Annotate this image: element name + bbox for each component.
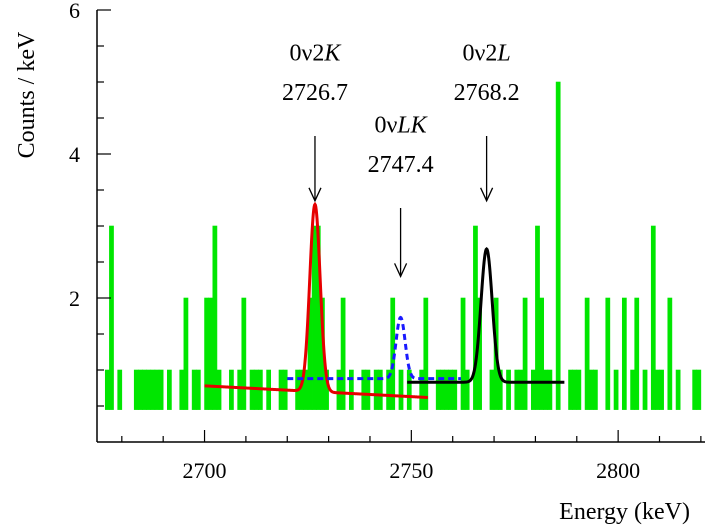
histogram-bin [204,297,209,410]
histogram-bin [104,369,110,410]
histogram-bin [208,297,214,410]
histogram-bin [167,369,172,410]
histogram-bin [117,369,123,410]
histogram-bin [473,225,478,410]
ann-0v2L: 0ν2L 2768.2 [454,40,520,203]
histogram-bin [423,297,429,410]
histogram-bin [419,369,425,410]
histogram-bin [568,369,573,410]
annotation-line1: 0νLK [374,112,428,138]
histogram-bin [158,369,164,410]
histogram-bin [361,369,367,410]
histogram-bin [146,369,152,410]
peak-annotations: 0ν2K 2726.7 0νLK 2747.4 0ν2L 2768.2 [282,40,520,278]
histogram-bin [109,225,114,410]
histogram-bin [336,369,342,410]
histogram-bin [373,369,379,410]
x-tick-label: 2750 [389,458,433,483]
histogram-bin [460,297,466,410]
histogram-bin [555,81,561,410]
histogram-bin [543,369,549,410]
histogram-bin [179,369,185,410]
y-axis-label: Counts / keV [14,31,40,158]
histogram-bin [195,369,201,410]
histogram-bin [464,369,470,410]
x-tick-label: 2700 [183,458,227,483]
histogram-bin [138,369,143,410]
histogram-bin [377,369,383,410]
arrow-head [393,263,408,278]
histogram-bin [588,369,594,410]
fit-curve-0v2K [204,201,428,399]
histogram-bin [692,369,698,410]
annotation-line1: 0ν2L [463,40,511,66]
ann-0vLK: 0νLK 2747.4 [368,112,434,278]
histogram-bin [634,297,640,410]
fit-curves [204,201,565,399]
histogram-bin [398,369,404,410]
annotation-line2: 2747.4 [368,152,434,178]
histogram-bin [452,369,458,410]
histogram-bin [696,369,702,410]
fit-curve-0v2L [407,247,565,384]
histogram-bin [522,297,528,410]
axis-ticks: 2700 2750 2800 2 4 6 [69,0,702,483]
arrow-head [480,187,494,203]
ann-0v2K: 0ν2K 2726.7 [282,40,348,203]
histogram-bin [584,297,590,410]
histogram-bin [406,369,412,410]
histogram-bin [183,297,189,410]
x-tick-label: 2800 [596,458,640,483]
histogram-bin [489,369,495,410]
histogram-bin [150,369,156,410]
histogram-bin [547,369,553,410]
histogram-bin [340,297,346,410]
histogram-bin [133,369,139,410]
histogram-bin [191,369,197,410]
histogram-bin [439,369,445,410]
histogram-bin [576,369,582,410]
histogram-bin [237,369,243,410]
histogram-bin [613,369,619,410]
histogram-bin [348,369,354,410]
histogram-bin [154,369,160,410]
histogram-bin [216,369,222,410]
histogram-bin [621,297,627,410]
histogram-bin [642,369,648,410]
histogram-bin [506,369,511,410]
annotation-line1: 0ν2K [290,40,343,66]
annotation-line2: 2768.2 [454,80,520,106]
y-tick-label: 2 [69,286,80,311]
histogram-bin [630,369,635,410]
histogram-bin [444,369,449,410]
histogram-bin [365,369,371,410]
histogram-bins [104,81,702,410]
histogram-bin [142,369,147,410]
histogram-bin [605,297,611,410]
histogram-bin [514,369,520,410]
histogram-bin [311,225,317,410]
histogram-bin [659,369,664,410]
histogram-bin [530,369,536,410]
histogram-bin [539,297,544,410]
histogram-bin [518,369,524,410]
histogram-bin [593,369,598,410]
histogram-bin [229,369,234,410]
histogram-bin [435,369,441,410]
y-tick-label: 4 [69,142,80,167]
histogram-bin [212,225,218,410]
histogram-bin [448,369,454,410]
histogram-bin [655,369,660,410]
histogram-bin [241,297,247,410]
fit-curve-0vLK [287,315,461,381]
histogram-bin [675,369,681,410]
histogram-bin [667,297,673,410]
histogram-bin [572,369,578,410]
y-tick-label: 6 [69,0,80,23]
annotation-line2: 2726.7 [282,80,348,106]
x-axis-label: Energy (keV) [559,499,690,525]
arrow-head [308,187,322,203]
histogram-bin [650,225,656,410]
